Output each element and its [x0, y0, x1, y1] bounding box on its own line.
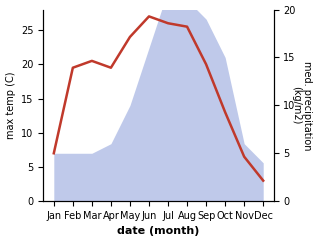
X-axis label: date (month): date (month)	[117, 227, 200, 236]
Y-axis label: med. precipitation
(kg/m2): med. precipitation (kg/m2)	[291, 60, 313, 150]
Y-axis label: max temp (C): max temp (C)	[5, 72, 16, 139]
